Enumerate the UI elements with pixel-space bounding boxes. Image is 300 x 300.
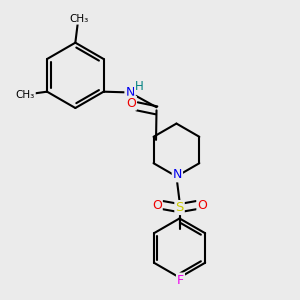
Text: N: N bbox=[173, 168, 182, 182]
Text: F: F bbox=[177, 274, 184, 286]
Text: O: O bbox=[152, 199, 162, 212]
Text: CH₃: CH₃ bbox=[70, 14, 89, 24]
Text: O: O bbox=[197, 199, 207, 212]
Text: CH₃: CH₃ bbox=[16, 90, 35, 100]
Text: S: S bbox=[176, 201, 184, 214]
Text: N: N bbox=[125, 86, 135, 99]
Text: O: O bbox=[126, 97, 136, 110]
Text: H: H bbox=[135, 80, 144, 93]
